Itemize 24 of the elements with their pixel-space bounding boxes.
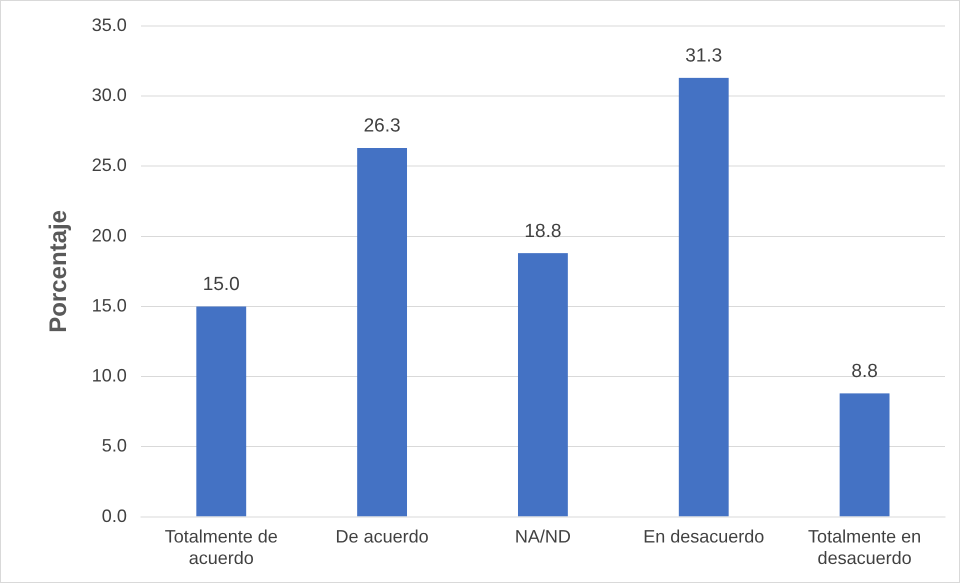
bar [840, 393, 890, 516]
y-tick-label: 30.0 [92, 85, 127, 106]
y-tick-label: 25.0 [92, 155, 127, 176]
data-label: 18.8 [524, 220, 562, 242]
x-tick-label: De acuerdo [336, 526, 429, 547]
y-tick-label: 0.0 [102, 506, 127, 526]
y-axis-title: Porcentaje [45, 210, 72, 333]
data-label: 8.8 [851, 361, 878, 382]
x-tick-label: Totalmente de acuerdo [164, 526, 278, 568]
y-tick-label: 15.0 [92, 295, 127, 316]
y-tick-label: 20.0 [92, 225, 127, 246]
x-tick-label: Totalmente en desacuerdo [808, 526, 922, 568]
x-tick-label: NA/ND [514, 526, 571, 547]
bar [518, 253, 568, 516]
bar [357, 148, 408, 516]
data-label: 31.3 [685, 46, 722, 67]
bar [196, 306, 246, 516]
y-tick-label: 35.0 [92, 14, 127, 35]
data-label: 15.0 [202, 274, 240, 296]
x-tick-label: En desacuerdo [643, 526, 764, 547]
data-label: 26.3 [364, 116, 401, 137]
y-tick-label: 10.0 [92, 366, 127, 386]
y-tick-label: 5.0 [102, 436, 127, 456]
bar [678, 78, 729, 516]
